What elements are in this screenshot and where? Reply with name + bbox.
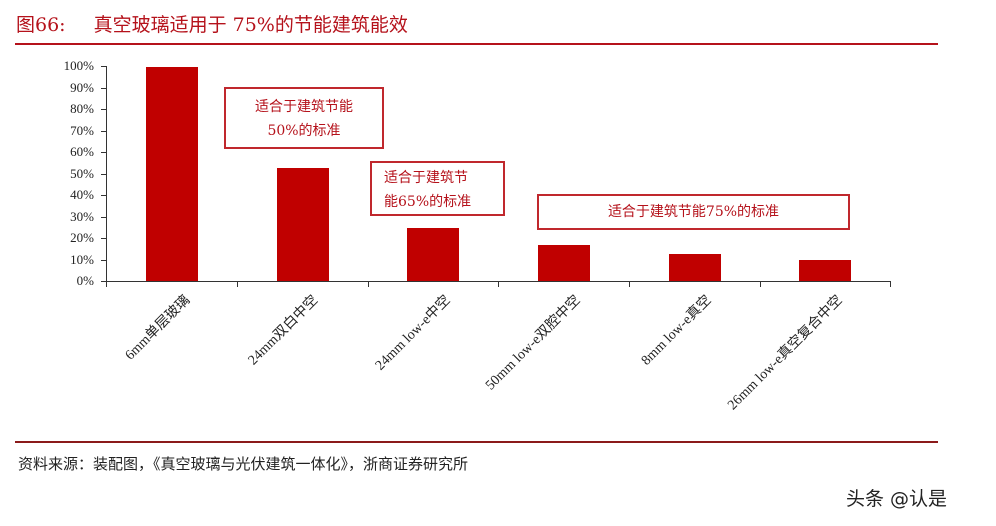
x-tick xyxy=(498,281,499,287)
x-tick xyxy=(890,281,891,287)
x-tick-label: 26mm low-e真空复合中空 xyxy=(725,292,846,414)
source-note: 资料来源：装配图，《真空玻璃与光伏建筑一体化》，浙商证券研究所 xyxy=(18,455,469,473)
annotation-line: 适合于建筑节能 xyxy=(255,99,353,115)
y-tick xyxy=(101,217,107,218)
annotation-75-percent-standard: 适合于建筑节能75%的标准 xyxy=(537,194,850,230)
bar-8mm-lowe-vacuum xyxy=(669,254,721,281)
annotation-50-percent-standard: 适合于建筑节能 50%的标准 xyxy=(224,87,384,149)
x-tick xyxy=(368,281,369,287)
y-tick xyxy=(101,109,107,110)
x-tick-label: 8mm low-e真空 xyxy=(638,292,715,369)
y-tick-label: 60% xyxy=(70,144,94,159)
x-tick xyxy=(629,281,630,287)
annotation-line: 适合于建筑节能75%的标准 xyxy=(607,204,780,220)
y-tick-label: 70% xyxy=(70,123,94,138)
x-tick xyxy=(760,281,761,287)
bar-chart: 100% 90% 80% 70% 60% 50% 40% 30% 20% 10%… xyxy=(63,58,891,414)
y-tick-label: 50% xyxy=(70,166,94,181)
y-tick xyxy=(101,195,107,196)
annotation-65-percent-standard: 适合于建筑节 能65%的标准 xyxy=(370,161,505,216)
y-tick-label: 90% xyxy=(70,80,94,95)
x-tick-label: 24mm双白中空 xyxy=(245,292,322,369)
top-divider xyxy=(15,43,938,45)
watermark: 头条 @认是 xyxy=(846,488,948,510)
figure-title: 图66: 真空玻璃适用于 75%的节能建筑能效 xyxy=(16,10,408,37)
y-tick xyxy=(101,152,107,153)
y-tick xyxy=(101,174,107,175)
x-tick-label: 6mm单层玻璃 xyxy=(122,292,194,364)
bottom-divider xyxy=(15,441,938,443)
bar-24mm-lowe-hollow xyxy=(407,228,459,281)
x-tick-label: 24mm low-e中空 xyxy=(372,292,454,374)
y-tick xyxy=(101,281,107,282)
y-tick xyxy=(101,66,107,67)
figure-number: 图66: xyxy=(16,14,66,36)
y-tick-label: 80% xyxy=(70,101,94,116)
figure-title-text: 真空玻璃适用于 75%的节能建筑能效 xyxy=(93,14,408,36)
y-tick-label: 0% xyxy=(76,273,94,288)
y-tick-label: 30% xyxy=(70,209,94,224)
bar-6mm-single-glass xyxy=(146,67,198,281)
y-tick-label: 10% xyxy=(70,252,94,267)
y-tick-label: 40% xyxy=(70,187,94,202)
y-tick xyxy=(101,131,107,132)
y-tick-label: 20% xyxy=(70,230,94,245)
bar-24mm-double-clear-hollow xyxy=(277,168,329,281)
x-tick xyxy=(237,281,238,287)
y-tick xyxy=(101,260,107,261)
annotation-line: 50%的标准 xyxy=(267,123,341,139)
y-tick xyxy=(101,238,107,239)
x-tick-label: 50mm low-e双腔中空 xyxy=(482,292,584,394)
annotation-line: 能65%的标准 xyxy=(384,194,472,210)
y-tick xyxy=(101,88,107,89)
y-tick-label: 100% xyxy=(63,58,94,73)
y-axis xyxy=(106,66,107,282)
annotation-line: 适合于建筑节 xyxy=(384,170,468,186)
x-tick xyxy=(106,281,107,287)
bar-50mm-lowe-double-cavity xyxy=(538,245,590,281)
bar-26mm-lowe-vacuum-composite xyxy=(799,260,851,281)
